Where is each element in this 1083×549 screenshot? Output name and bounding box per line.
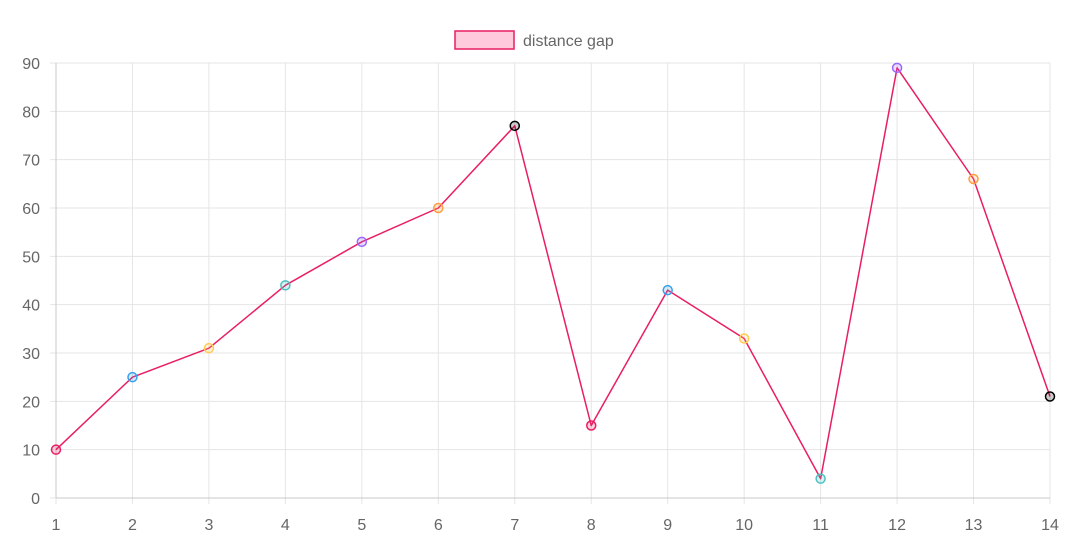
- grid-lines: [50, 62, 1051, 504]
- y-tick-label: 60: [22, 201, 40, 218]
- y-tick-label: 50: [22, 249, 40, 266]
- x-tick-label: 14: [1041, 517, 1059, 534]
- series-line: [55, 67, 1051, 480]
- data-point[interactable]: [662, 284, 673, 296]
- series-lines: [55, 67, 1051, 480]
- x-tick-label: 6: [434, 517, 443, 534]
- y-tick-label: 80: [22, 104, 40, 121]
- data-point[interactable]: [815, 473, 826, 484]
- data-point[interactable]: [433, 202, 444, 214]
- y-axis-tick-labels: 0 10 20 30 40 50 60 70 80 90: [22, 56, 40, 508]
- data-point[interactable]: [203, 342, 215, 354]
- legend-label[interactable]: distance gap: [523, 33, 614, 50]
- data-point[interactable]: [585, 420, 597, 431]
- data-point[interactable]: [356, 236, 368, 248]
- data-point[interactable]: [738, 333, 750, 344]
- y-tick-label: 0: [31, 491, 40, 508]
- x-tick-label: 5: [357, 517, 366, 534]
- data-point[interactable]: [891, 62, 903, 74]
- y-tick-label: 90: [22, 56, 40, 73]
- x-tick-label: 9: [663, 517, 672, 534]
- x-tick-label: 4: [281, 517, 290, 534]
- y-tick-label: 20: [22, 394, 40, 411]
- legend[interactable]: distance gap: [454, 30, 614, 50]
- data-point[interactable]: [1044, 391, 1056, 402]
- data-point[interactable]: [509, 120, 521, 132]
- data-point[interactable]: [280, 280, 291, 291]
- x-tick-label: 7: [510, 517, 519, 534]
- y-tick-label: 30: [22, 346, 40, 363]
- data-point[interactable]: [50, 444, 62, 455]
- x-tick-label: 1: [52, 517, 61, 534]
- x-tick-label: 2: [128, 517, 137, 534]
- y-tick-label: 10: [22, 443, 40, 460]
- y-tick-label: 40: [22, 298, 40, 315]
- x-tick-label: 12: [888, 517, 906, 534]
- data-points: [50, 62, 1056, 484]
- x-tick-label: 11: [812, 517, 829, 534]
- axes: [55, 63, 1050, 499]
- x-tick-label: 3: [204, 517, 213, 534]
- data-point[interactable]: [127, 371, 138, 383]
- x-tick-label: 8: [587, 517, 596, 534]
- x-tick-label: 13: [965, 517, 983, 534]
- data-point[interactable]: [968, 173, 979, 185]
- x-tick-label: 10: [735, 517, 753, 534]
- y-tick-label: 70: [22, 153, 40, 170]
- x-axis-tick-labels: 1 2 3 4 5 6 7 8 9 10 11 12 13 14: [52, 517, 1059, 534]
- legend-swatch[interactable]: [454, 30, 515, 50]
